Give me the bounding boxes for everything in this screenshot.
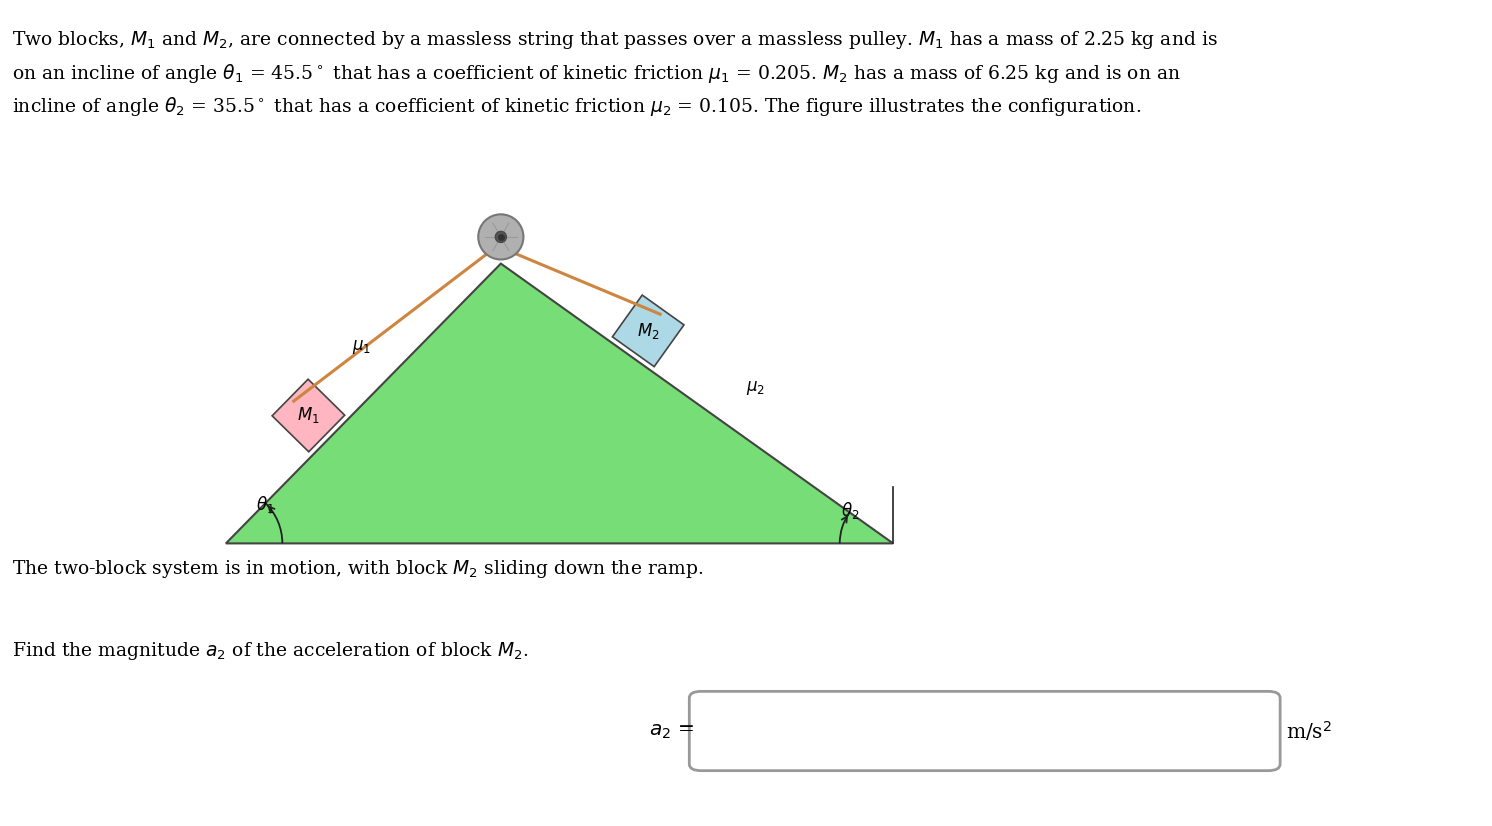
Polygon shape: [272, 379, 345, 452]
Text: Find the magnitude $a_2$ of the acceleration of block $M_2$.: Find the magnitude $a_2$ of the accelera…: [12, 640, 528, 662]
Text: $M_1$: $M_1$: [297, 406, 319, 425]
Polygon shape: [225, 263, 894, 544]
Text: m/s$^2$: m/s$^2$: [1286, 719, 1332, 743]
Text: $\theta_2$: $\theta_2$: [841, 500, 859, 521]
Text: $\mu_1$: $\mu_1$: [352, 338, 372, 356]
Text: $\theta_1$: $\theta_1$: [255, 494, 275, 515]
Text: Two blocks, $M_1$ and $M_2$, are connected by a massless string that passes over: Two blocks, $M_1$ and $M_2$, are connect…: [12, 29, 1217, 51]
Text: $a_2$ =: $a_2$ =: [649, 721, 694, 741]
Polygon shape: [612, 295, 683, 367]
Text: incline of angle $\theta_2$ = 35.5$^\circ$ that has a coefficient of kinetic fri: incline of angle $\theta_2$ = 35.5$^\cir…: [12, 95, 1141, 118]
Circle shape: [479, 214, 524, 259]
Text: The two-block system is in motion, with block $M_2$ sliding down the ramp.: The two-block system is in motion, with …: [12, 558, 703, 580]
Text: on an incline of angle $\theta_1$ = 45.5$^\circ$ that has a coefficient of kinet: on an incline of angle $\theta_1$ = 45.5…: [12, 62, 1180, 85]
FancyBboxPatch shape: [689, 691, 1280, 771]
Text: $M_2$: $M_2$: [637, 320, 659, 341]
Text: $\mu_2$: $\mu_2$: [746, 379, 765, 397]
Circle shape: [495, 231, 506, 243]
